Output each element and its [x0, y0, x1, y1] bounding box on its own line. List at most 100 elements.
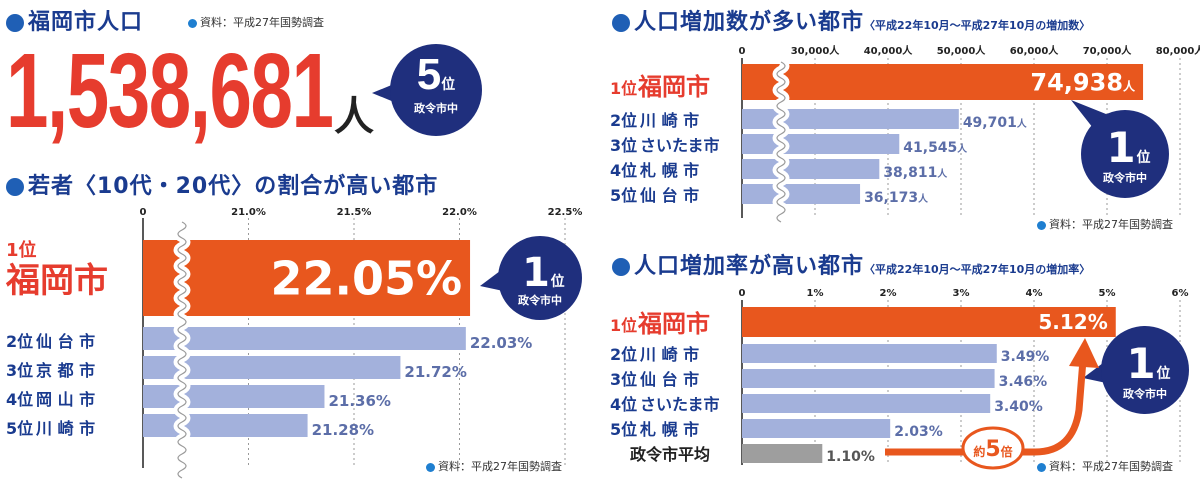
value-label: 1.10%: [826, 449, 875, 465]
category-rank: 3位: [6, 361, 33, 380]
category-label: 札 幌 市: [639, 161, 699, 180]
bar: [742, 369, 995, 388]
tick-label: 3%: [953, 288, 970, 299]
category-label: 京 都 市: [36, 361, 95, 380]
category-label: 川 崎 市: [639, 345, 699, 364]
category-label: 仙 台 市: [640, 370, 699, 389]
badge-rank-suffix: 位: [1136, 149, 1150, 166]
chart-rate-title: 人口増加率が高い都市〈平成22年10月～平成27年10月の増加率〉: [612, 248, 1090, 280]
annotation-bubble: [961, 426, 1025, 470]
tick-label: 40,000人: [864, 44, 914, 57]
axis-break-line: [776, 61, 786, 223]
tick-label: 21.0%: [231, 207, 266, 218]
chart-increase-subtitle: 〈平成22年10月～平成27年10月の増加数〉: [864, 19, 1091, 32]
badge-number: 1: [522, 250, 550, 296]
category-rank: 2位: [6, 332, 33, 351]
tick-label: 70,000人: [1083, 44, 1133, 57]
category-label: 岡 山 市: [36, 390, 95, 409]
tick-label: 4%: [1026, 288, 1043, 299]
category-label: 福岡市: [637, 73, 710, 101]
badge-number: 1: [1126, 339, 1155, 388]
category-label: 川 崎 市: [35, 419, 95, 438]
annotation-text: 約5倍: [973, 437, 1012, 462]
category-rank: 3位: [610, 370, 637, 389]
bullet-icon: [1037, 220, 1046, 230]
bullet-icon: [6, 14, 24, 32]
population-rank-badge: 5位 政令市中: [390, 44, 482, 136]
bar: [742, 344, 997, 363]
category-rank: 5位: [610, 420, 637, 439]
value-label: 49,701人: [963, 115, 1027, 131]
bullet-icon: [1037, 462, 1046, 472]
value-label: 3.49%: [1001, 349, 1050, 365]
bar: [742, 109, 959, 129]
value-label: 3.46%: [999, 374, 1048, 390]
category-rank: 2位: [610, 345, 637, 364]
tick-label: 6%: [1172, 288, 1189, 299]
tick-label: 60,000人: [1010, 44, 1060, 57]
bullet-icon: [612, 258, 630, 276]
category-rank: 5位: [6, 419, 33, 438]
value-label: 36,173人: [864, 190, 928, 206]
value-label: 74,938人: [1030, 69, 1136, 97]
category-label: 札 幌 市: [639, 420, 699, 439]
category-rank: 4位: [6, 390, 33, 409]
tick-label: 0: [739, 46, 746, 57]
tick-label: 50,000人: [937, 44, 987, 57]
value-label: 21.72%: [404, 363, 466, 381]
tick-label: 22.0%: [442, 207, 477, 218]
bullet-icon: [612, 14, 630, 32]
badge-label: 政令市中: [1103, 170, 1147, 184]
category-rank: 4位: [610, 161, 637, 180]
category-rank: 5位: [610, 186, 637, 205]
bar: [143, 240, 471, 316]
value-label: 21.28%: [312, 421, 374, 439]
category-label: 政令市平均: [630, 445, 710, 464]
chart-rate-subtitle: 〈平成22年10月～平成27年10月の増加率〉: [864, 263, 1091, 276]
value-label: 41,545人: [903, 140, 967, 156]
badge-label: 政令市中: [518, 293, 562, 307]
category-label: 福岡市: [637, 310, 710, 338]
category-rank: 3位: [610, 136, 637, 155]
badge-label: 政令市中: [1123, 386, 1167, 400]
bar: [742, 184, 861, 204]
tick-label: 30,000人: [791, 44, 841, 57]
category-rank: 1位: [610, 79, 637, 98]
badge-number: 1: [1106, 123, 1135, 172]
tick-label: 5%: [1099, 288, 1116, 299]
value-label: 38,811人: [883, 165, 947, 181]
bar: [742, 444, 823, 463]
badge-circle: [1081, 110, 1169, 198]
tick-label: 80,000人: [1156, 44, 1200, 57]
value-label: 5.12%: [1038, 310, 1107, 334]
bullet-icon: [426, 462, 435, 472]
bar: [742, 64, 1144, 100]
value-label: 22.03%: [470, 334, 532, 352]
bar: [742, 419, 891, 438]
value-label: 22.05%: [270, 252, 462, 306]
bar: [143, 385, 325, 408]
category-label: 川 崎 市: [639, 111, 699, 130]
population-value: 1,538,681: [6, 32, 334, 150]
category-rank: 4位: [610, 395, 637, 414]
tick-label: 2%: [880, 288, 897, 299]
chart-rate-source: 資料：平成27年国勢調査: [1037, 458, 1173, 474]
chart-youth-source: 資料：平成27年国勢調査: [426, 458, 562, 474]
growth-arrow: [885, 359, 1087, 456]
bullet-icon: [6, 178, 24, 196]
growth-arrow-head: [1069, 338, 1099, 368]
tick-label: 1%: [807, 288, 824, 299]
category-rank: 1位: [610, 316, 637, 335]
badge-rank-suffix: 位: [1156, 365, 1170, 382]
category-label: 仙 台 市: [36, 332, 95, 351]
value-label: 3.40%: [994, 399, 1043, 415]
chart-population-increase: 0 30,000人 40,000人 50,000人 60,000人 70,000人 80,0…: [610, 44, 1200, 227]
population-title: 福岡市人口: [6, 4, 143, 36]
bar: [143, 356, 401, 379]
value-label: 21.36%: [328, 392, 390, 410]
badge-rank-suffix: 位: [551, 273, 565, 290]
